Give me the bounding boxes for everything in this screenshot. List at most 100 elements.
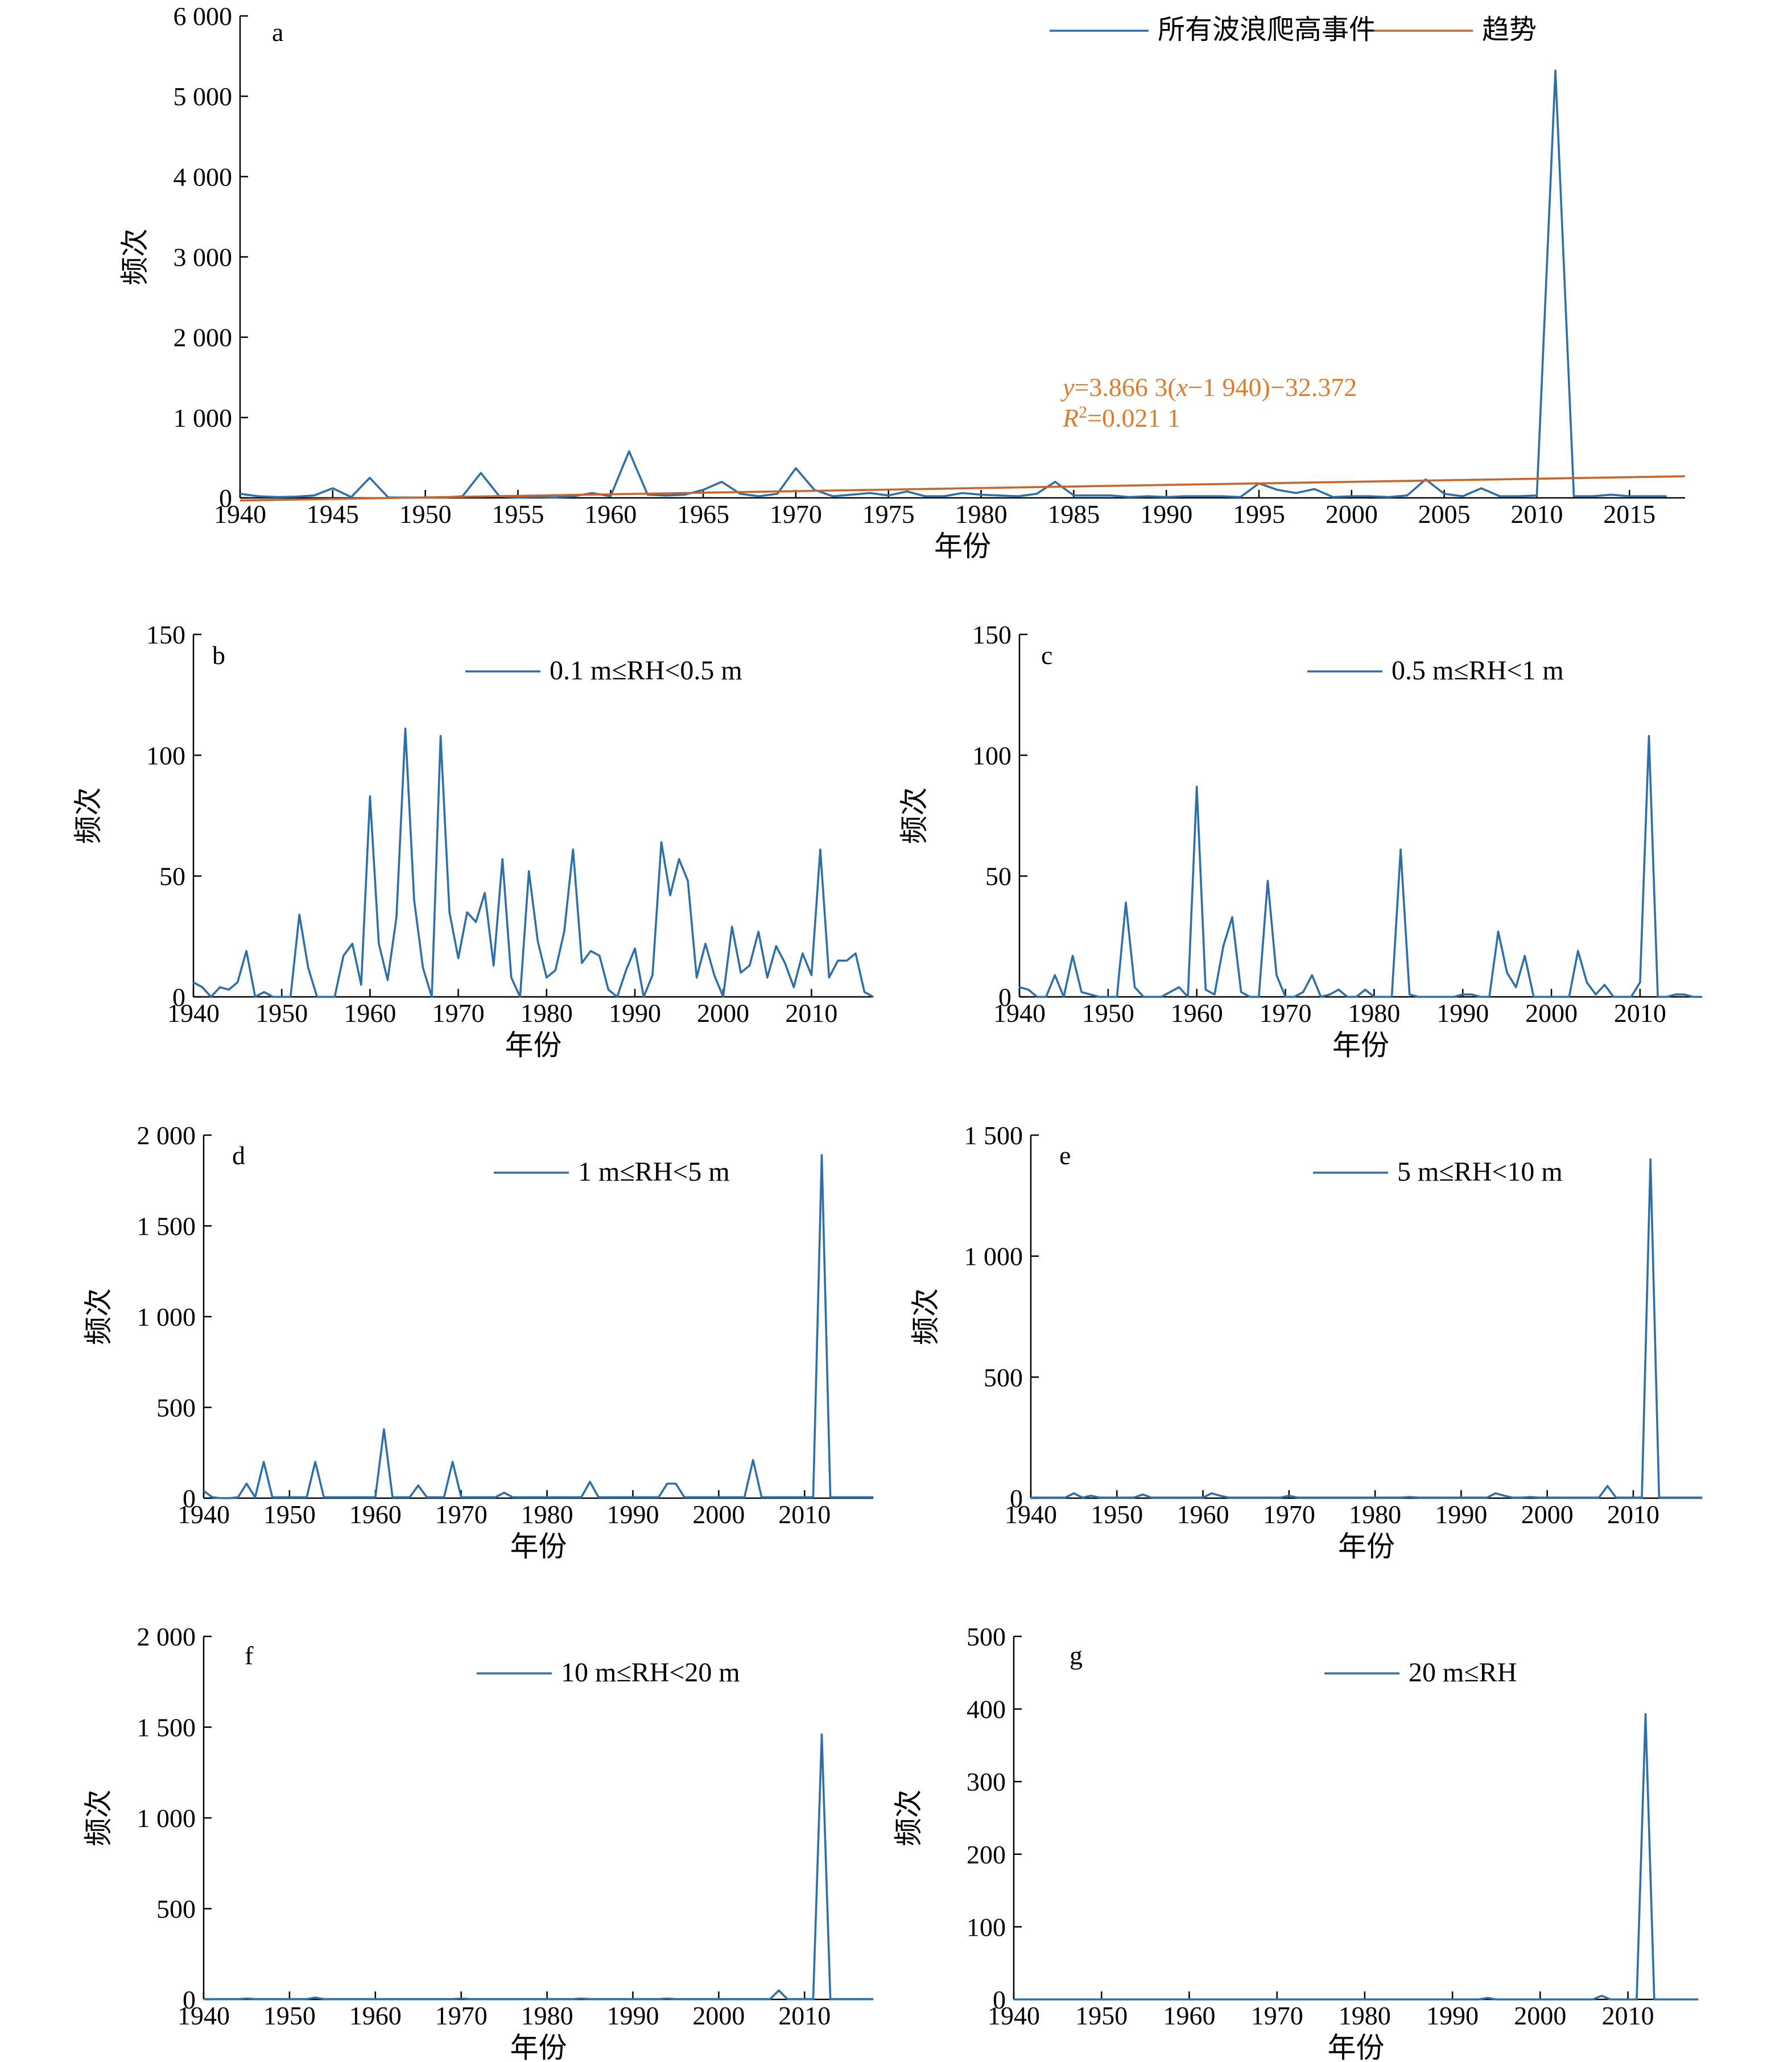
y-tick-label: 0 — [1010, 1484, 1023, 1513]
x-tick-label: 2010 — [785, 999, 837, 1028]
data-point — [1496, 1999, 1497, 2000]
r2-part: R — [1062, 403, 1079, 432]
data-point — [873, 1496, 874, 1498]
data-point — [1198, 1999, 1199, 2000]
data-point — [1143, 996, 1144, 997]
series-line — [204, 1733, 873, 2001]
data-point — [1161, 996, 1162, 997]
data-point — [758, 496, 759, 497]
x-tick-label: 1950 — [263, 2001, 316, 2030]
data-point — [643, 996, 645, 997]
data-point — [1481, 488, 1482, 489]
data-point — [1658, 1497, 1660, 1498]
data-point — [306, 1998, 307, 2000]
data-point — [1392, 1497, 1393, 1498]
data-point — [1039, 1497, 1040, 1498]
data-point — [1277, 489, 1278, 490]
data-point — [740, 972, 741, 974]
x-tick-label: 1980 — [955, 500, 1008, 529]
x-tick-label: 1990 — [1426, 2001, 1479, 2030]
data-point — [811, 975, 812, 976]
data-point — [564, 931, 565, 933]
data-point — [1497, 931, 1499, 933]
x-tick-label: 1970 — [1263, 1500, 1315, 1529]
y-tick-label: 5 000 — [174, 82, 233, 111]
data-point — [1610, 1999, 1611, 2000]
data-point — [210, 996, 212, 997]
data-point — [1624, 1497, 1625, 1498]
data-point — [701, 1496, 702, 1498]
data-point — [1031, 1999, 1032, 2000]
x-tick-label: 2000 — [692, 1500, 745, 1529]
data-point — [1203, 496, 1204, 497]
x-tick-label: 1940 — [177, 2001, 230, 2030]
y-axis-title: 频次 — [910, 1288, 942, 1345]
data-point — [1581, 1497, 1582, 1498]
data-point — [1675, 1497, 1677, 1498]
data-point — [1037, 996, 1038, 997]
data-point — [357, 1998, 359, 2000]
data-point — [280, 1496, 282, 1498]
data-point — [1073, 1492, 1075, 1494]
data-point — [503, 1998, 505, 2000]
data-point — [298, 1496, 299, 1498]
data-point — [1170, 991, 1171, 993]
x-tick-label: 2005 — [1418, 500, 1471, 529]
data-point — [1383, 1497, 1385, 1498]
data-point — [1555, 1497, 1556, 1498]
data-point — [1211, 1492, 1212, 1494]
data-point — [426, 1998, 428, 2000]
data-point — [1601, 1995, 1603, 1997]
data-point — [340, 1998, 342, 2000]
y-tick-label: 1 000 — [964, 1242, 1023, 1271]
data-point — [443, 1496, 445, 1498]
data-point — [1538, 1497, 1539, 1498]
data-point — [361, 984, 362, 985]
x-tick-label: 1990 — [1140, 500, 1192, 529]
data-point — [1559, 996, 1561, 997]
data-point — [1348, 1497, 1350, 1498]
data-point — [1066, 1999, 1067, 2000]
data-point — [484, 892, 485, 894]
data-point — [295, 496, 296, 497]
data-point — [332, 1496, 333, 1498]
data-point — [480, 472, 482, 473]
data-point — [366, 1998, 368, 2000]
data-point — [1302, 991, 1304, 993]
data-point — [1289, 1495, 1290, 1496]
data-point — [709, 1496, 711, 1498]
data-point — [486, 1998, 488, 2000]
data-point — [203, 1998, 204, 2000]
data-point — [675, 1483, 676, 1484]
data-point — [812, 1998, 814, 2000]
data-point — [369, 795, 371, 797]
data-point — [709, 1998, 711, 2000]
data-point — [666, 495, 667, 496]
data-point — [795, 1496, 796, 1498]
data-point — [478, 1998, 479, 2000]
data-point — [350, 496, 352, 498]
data-point — [512, 1496, 513, 1498]
x-tick-label: 2010 — [1614, 999, 1666, 1028]
x-tick-label: 1950 — [1091, 1500, 1143, 1529]
y-tick-label: 150 — [146, 620, 185, 649]
data-point — [460, 1998, 462, 1999]
data-point — [1469, 1497, 1471, 1498]
data-point — [821, 1734, 823, 1735]
panel-letter: e — [1059, 1141, 1071, 1170]
data-point — [767, 977, 768, 978]
data-point — [1245, 1497, 1246, 1498]
data-point — [1347, 1999, 1348, 2000]
data-point — [590, 950, 592, 952]
x-tick-label: 1940 — [214, 500, 266, 529]
data-point — [1462, 994, 1463, 995]
series-line — [240, 69, 1667, 499]
data-point — [1391, 996, 1393, 997]
data-point — [1129, 496, 1130, 498]
data-point — [478, 1496, 479, 1498]
data-point — [847, 1998, 848, 2000]
data-point — [271, 1998, 273, 2000]
data-point — [1400, 849, 1401, 850]
data-point — [1108, 996, 1109, 997]
